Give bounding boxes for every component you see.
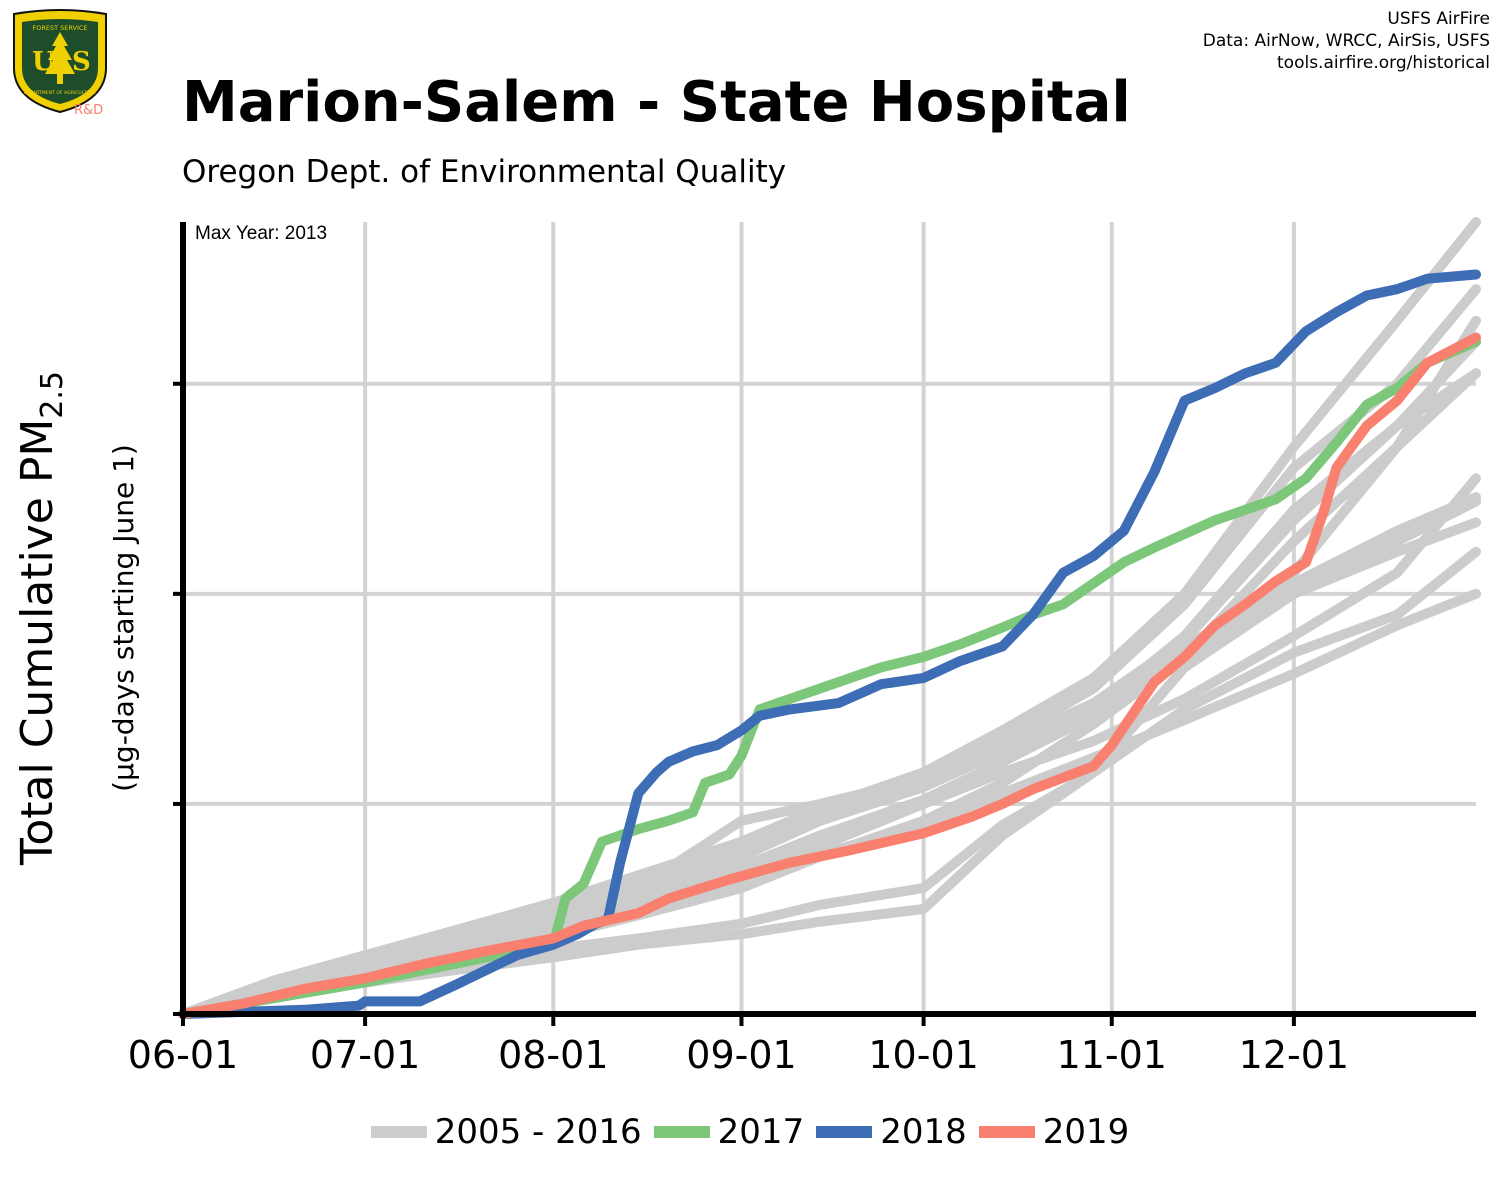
logo-top-text: FOREST SERVICE — [32, 24, 87, 32]
logo-bottom-text: DEPARTMENT OF AGRICULTURE — [24, 90, 96, 96]
x-tick-label: 09-01 — [686, 1033, 796, 1077]
x-tick-label: 06-01 — [128, 1033, 238, 1077]
logo-letter-u: U — [32, 47, 55, 77]
y-axis-title-subscript: 2.5 — [35, 371, 70, 419]
credit-line: Data: AirNow, WRCC, AirSis, USFS — [1202, 31, 1490, 51]
logo-letter-s: S — [72, 47, 91, 77]
legend-item: 2005 - 2016 — [370, 1112, 642, 1152]
y-axis-title: Total Cumulative PM2.5 — [12, 371, 70, 866]
y-axis-label: Total Cumulative PM2.5 — [12, 371, 70, 866]
y-axis-title-main: Total Cumulative PM — [12, 419, 63, 866]
y-axis-units-text: (µg-days starting June 1) — [107, 444, 140, 792]
legend-label: 2019 — [1042, 1112, 1130, 1152]
legend-label: 2018 — [880, 1112, 967, 1152]
legend-swatch — [370, 1126, 427, 1138]
logo-rd-tag: R&D — [74, 103, 103, 118]
legend: 2005 - 2016 2017 2018 2019 — [0, 1112, 1500, 1152]
max-year-annotation: Max Year: 2013 — [195, 223, 327, 244]
year-lines — [178, 269, 1481, 1019]
tree-icon — [45, 32, 75, 84]
legend-item: 2019 — [978, 1112, 1130, 1152]
series-line-2018 — [178, 269, 1481, 1019]
x-tick-labels: 06-01 07-01 08-01 09-01 10-01 11-01 12-01 — [128, 1033, 1349, 1077]
page-title: Marion-Salem - State Hospital — [182, 70, 1131, 135]
x-tick-label: 11-01 — [1057, 1033, 1167, 1077]
grid — [183, 222, 1476, 1014]
forest-service-logo: U S FOREST SERVICE DEPARTMENT OF AGRICUL… — [13, 9, 107, 118]
page-subtitle: Oregon Dept. of Environmental Quality — [182, 154, 787, 190]
historical-lines — [178, 217, 1481, 1019]
x-tick-label: 08-01 — [498, 1033, 608, 1077]
legend-item: 2017 — [653, 1112, 805, 1152]
legend-swatch — [978, 1126, 1035, 1138]
historical-series-line — [178, 284, 1481, 1019]
x-tick-label: 07-01 — [310, 1033, 420, 1077]
axes — [173, 222, 1476, 1026]
y-axis-units: (µg-days starting June 1) — [107, 444, 140, 792]
x-tick-label: 12-01 — [1239, 1033, 1349, 1077]
legend-swatch — [653, 1126, 710, 1138]
historical-series-line — [178, 546, 1481, 1019]
credit-line: USFS AirFire — [1387, 9, 1490, 29]
legend-label: 2017 — [717, 1112, 805, 1152]
series-line-2019 — [178, 332, 1481, 1019]
x-tick-label: 10-01 — [868, 1033, 978, 1077]
historical-series-line — [178, 315, 1481, 1019]
historical-series-line — [178, 217, 1481, 1019]
legend-item: 2018 — [816, 1112, 967, 1152]
credits: USFS AirFire Data: AirNow, WRCC, AirSis,… — [1203, 8, 1490, 74]
credit-line: tools.airfire.org/historical — [1277, 53, 1490, 73]
legend-label: 2005 - 2016 — [434, 1112, 642, 1152]
legend-swatch — [816, 1126, 873, 1138]
